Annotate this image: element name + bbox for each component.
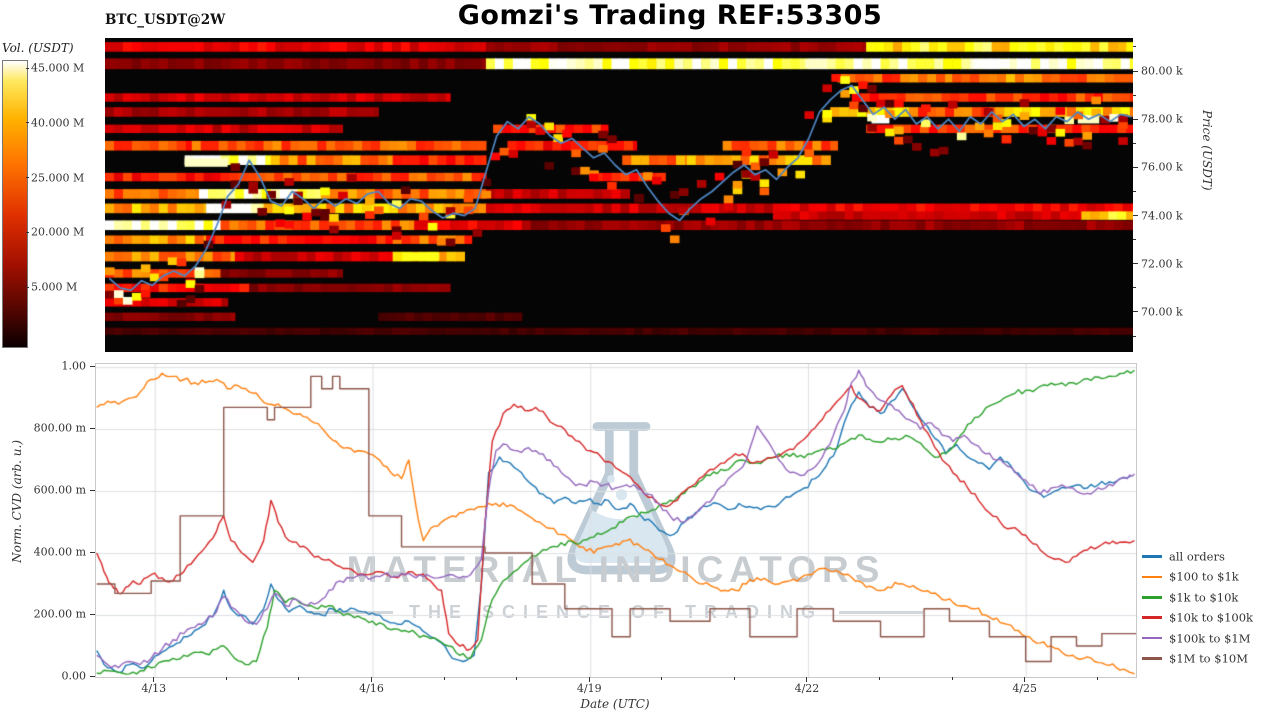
cvd-x-tickmark [1024,677,1026,682]
price-tickmark [1133,166,1138,168]
cvd-plot: MATERIAL INDICATORS THE SCIENCE OF TRADI… [95,363,1137,678]
price-tickmark [1133,287,1136,289]
legend-label: $100 to $1k [1169,569,1239,584]
legend-label: $1M to $10M [1169,651,1248,666]
colorbar-tickmark [26,67,29,69]
cvd-y-tick-label: 800.00 m [33,421,86,435]
cvd-x-tick-label: 4/16 [359,682,384,695]
cvd-y-tickmark [90,489,95,491]
price-tickmark [1133,239,1136,241]
cvd-y-tickmark [90,365,95,367]
cvd-x-tickmark [879,677,881,680]
legend-label: all orders [1169,549,1225,564]
cvd-x-tick-label: 4/19 [576,682,602,695]
legend-swatch [1142,595,1162,599]
legend-swatch [1142,616,1162,619]
price-axis-label: Price (USDT) [1200,110,1214,191]
price-tickmark [1133,335,1136,337]
legend-swatch [1142,636,1162,640]
colorbar-tick-label: 20.000 M [31,225,85,239]
price-tickmark [1133,70,1138,72]
colorbar-label: Vol. (USDT) [2,41,74,55]
colorbar-tickmark [26,286,29,288]
legend-item: $1k to $10k [1142,587,1278,607]
price-tickmark [1133,46,1136,48]
cvd-x-tickmark [443,677,445,680]
cvd-x-tickmark [733,677,735,680]
volume-colorbar [2,60,28,348]
cvd-x-tickmark [806,677,808,682]
price-tick-label: 70.00 k [1141,305,1183,319]
price-tick-label: 78.00 k [1141,112,1183,126]
legend-swatch [1142,575,1162,579]
legend-swatch [1142,555,1162,558]
legend-item: all orders [1142,546,1278,566]
symbol-label: BTC_USDT@2W [105,12,226,28]
cvd-y-tick-label: 200.00 m [33,607,86,621]
price-tickmark [1133,215,1138,217]
cvd-y-axis-label: Norm. CVD (arb. u.) [10,440,24,563]
legend-item: $1M to $10M [1142,648,1278,668]
cvd-x-tickmark [153,677,155,682]
colorbar-tickmark [26,122,29,124]
cvd-x-tick-label: 4/25 [1012,682,1038,695]
legend-item: $100 to $1k [1142,566,1278,586]
colorbar-tickmark [26,177,29,179]
cvd-x-tick-label: 4/22 [794,682,820,695]
cvd-y-tick-label: 600.00 m [33,483,86,497]
price-tick-label: 74.00 k [1141,209,1183,223]
legend-label: $100k to $1M [1169,630,1251,645]
cvd-y-tick-label: 0.00 [61,669,87,683]
price-tickmark [1133,94,1136,96]
cvd-x-tick-label: 4/13 [141,682,167,695]
cvd-x-tickmark [516,677,518,680]
cvd-y-tickmark [90,551,95,553]
cvd-x-tickmark [298,677,300,680]
price-tickmark [1133,311,1138,313]
price-tickmark [1133,191,1136,192]
chart-title: Gomzi's Trading REF:53305 [457,0,883,31]
price-tick-label: 76.00 k [1141,160,1183,174]
cvd-x-tickmark [225,677,227,680]
price-tickmark [1133,263,1138,265]
price-tick-label: 80.00 k [1141,64,1183,78]
cvd-y-tick-label: 400.00 m [33,545,86,559]
heatmap-canvas [105,38,1133,352]
price-tickmark [1133,142,1136,144]
legend-label: $1k to $10k [1169,590,1239,605]
colorbar-tickmark [26,231,29,233]
legend-item: $10k to $100k [1142,607,1278,627]
cvd-x-tickmark [951,677,953,680]
cvd-canvas [96,364,1136,677]
colorbar-tick-label: 25.000 M [31,171,85,185]
cvd-y-tickmark [90,613,95,615]
price-tickmark [1133,118,1138,120]
colorbar-tick-label: 45.000 M [31,61,85,75]
price-tick-label: 72.00 k [1141,257,1183,271]
legend-item: $100k to $1M [1142,628,1278,648]
colorbar-tick-label: 5.000 M [31,280,78,294]
cvd-y-tickmark [90,427,95,429]
cvd-x-tickmark [371,677,372,682]
legend-swatch [1142,657,1162,660]
cvd-x-axis-label: Date (UTC) [580,697,650,711]
cvd-x-tickmark [1096,677,1098,680]
legend-label: $10k to $100k [1169,610,1254,625]
cvd-y-tickmark [90,675,95,677]
colorbar-tick-label: 40.000 M [31,116,85,130]
heatmap-plot [105,38,1133,352]
cvd-x-tickmark [661,677,663,680]
legend: all orders $100 to $1k $1k to $10k $10k to … [1142,546,1278,668]
cvd-x-tickmark [588,677,590,682]
cvd-y-tick-label: 1.00 [61,359,87,373]
